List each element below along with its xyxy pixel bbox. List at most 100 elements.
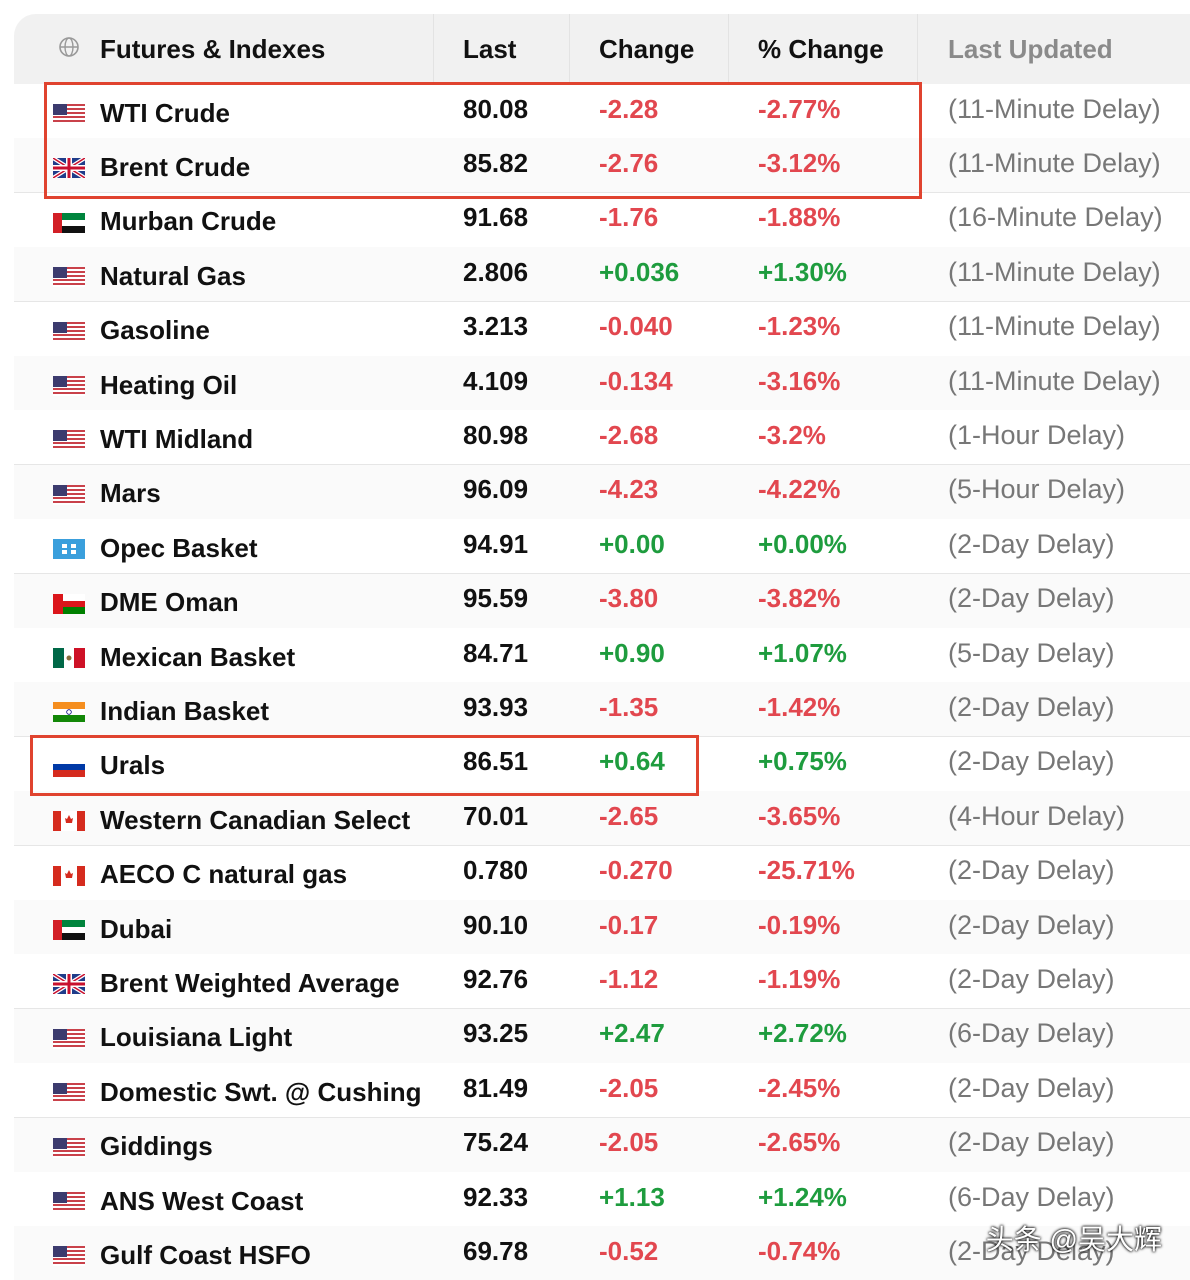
update-delay: (6-Day Delay)	[948, 1181, 1115, 1212]
cell-value: -1.42%	[758, 691, 841, 722]
instrument-name: Heating Oil	[100, 369, 238, 400]
cell-value: 92.76	[463, 963, 529, 994]
update-delay: (11-Minute Delay)	[948, 147, 1161, 178]
instrument-name: Domestic Swt. @ Cushing	[100, 1076, 422, 1107]
cell-value: 69.78	[463, 1235, 529, 1266]
instrument-name: Murban Crude	[100, 206, 277, 237]
flag	[53, 920, 85, 945]
instrument-name: WTI Midland	[100, 423, 254, 454]
update-delay: (2-Day Delay)	[948, 855, 1115, 886]
cell-value: -3.12%	[758, 147, 841, 178]
instrument-name: Dubai	[100, 913, 173, 944]
cell-value: 93.25	[463, 1018, 529, 1049]
update-delay: (5-Day Delay)	[948, 637, 1115, 668]
instrument-name: Gulf Coast HSFO	[100, 1239, 311, 1270]
flag	[53, 484, 85, 510]
cell-value: 85.82	[463, 147, 529, 178]
instrument-name: ANS West Coast	[100, 1185, 304, 1216]
update-delay: (2-Day Delay)	[948, 963, 1115, 994]
cell-value: 94.91	[463, 528, 529, 559]
cell-value: -0.134	[599, 365, 673, 396]
table-row	[14, 1063, 1190, 1119]
cell-value: 75.24	[463, 1127, 529, 1158]
flag	[51, 156, 87, 183]
table-row	[14, 1008, 1190, 1064]
flag	[53, 376, 85, 401]
cell-value: 93.93	[463, 691, 529, 722]
table-row	[14, 410, 1190, 466]
cell-value: +2.47	[599, 1018, 665, 1049]
update-delay: (11-Minute Delay)	[948, 311, 1161, 342]
cell-value: -0.270	[599, 855, 673, 886]
cell-value: +1.30%	[758, 256, 847, 287]
cell-value: +2.72%	[758, 1018, 847, 1049]
table-row	[14, 247, 1190, 303]
flag	[53, 267, 85, 292]
cell-value: 90.10	[463, 909, 529, 940]
cell-value: -3.65%	[758, 800, 841, 831]
cell-value: -1.19%	[758, 963, 841, 994]
instrument-name: Brent Crude	[100, 151, 251, 182]
instrument-name: Giddings	[100, 1131, 213, 1162]
update-delay: (2-Day Delay)	[948, 583, 1115, 614]
instrument-name: Natural Gas	[100, 260, 246, 291]
cell-value: +0.036	[599, 256, 680, 287]
table-row	[14, 1172, 1190, 1227]
cell-value: 80.98	[463, 419, 529, 450]
flag	[53, 104, 85, 129]
cell-value: -0.040	[599, 311, 673, 342]
cell-value: +0.00%	[758, 528, 847, 559]
cell-value: -2.28	[599, 93, 659, 124]
cell-value: +1.07%	[758, 637, 847, 668]
cell-value: 3.213	[463, 311, 529, 342]
instrument-name: AECO C natural gas	[100, 859, 348, 890]
column-header: % Change	[758, 33, 884, 64]
column-header: Change	[599, 33, 695, 64]
cell-value: 91.68	[463, 202, 529, 233]
cell-value: +1.24%	[758, 1181, 847, 1212]
cell-value: 86.51	[463, 746, 529, 777]
instrument-name: Louisiana Light	[100, 1022, 293, 1053]
cell-value: -1.88%	[758, 202, 841, 233]
update-delay: (2-Day Delay)	[948, 1235, 1115, 1266]
flag	[53, 756, 85, 782]
cell-value: -1.23%	[758, 311, 841, 342]
cell-value: -0.19%	[758, 909, 841, 940]
update-delay: (2-Day Delay)	[948, 746, 1115, 777]
flag	[53, 1192, 85, 1217]
instrument-name: Western Canadian Select	[100, 804, 411, 835]
update-delay: (4-Hour Delay)	[948, 800, 1126, 831]
update-delay: (2-Day Delay)	[948, 1127, 1115, 1158]
instrument-name: Urals	[100, 750, 166, 781]
flag	[53, 1083, 85, 1108]
table-row	[14, 791, 1190, 847]
cell-value: 95.59	[463, 583, 529, 614]
update-delay: (2-Day Delay)	[948, 909, 1115, 940]
cell-value: +1.13	[599, 1181, 665, 1212]
cell-value: -2.77%	[758, 93, 841, 124]
instrument-name: Gasoline	[100, 315, 210, 346]
flag	[53, 593, 85, 619]
update-delay: (2-Day Delay)	[948, 691, 1115, 722]
update-delay: (1-Hour Delay)	[948, 419, 1126, 450]
cell-value: -3.2%	[758, 419, 826, 450]
update-delay: (11-Minute Delay)	[948, 256, 1161, 287]
flag	[53, 539, 85, 564]
table-row	[14, 1226, 1190, 1280]
cell-value: -4.23	[599, 474, 659, 505]
flag	[53, 212, 85, 238]
cell-value: -3.80	[599, 583, 659, 614]
cell-value: 70.01	[463, 800, 529, 831]
instrument-name: Indian Basket	[100, 695, 270, 726]
cell-value: 92.33	[463, 1181, 529, 1212]
cell-value: -2.05	[599, 1127, 659, 1158]
cell-value: -25.71%	[758, 855, 855, 886]
flag	[53, 1028, 85, 1054]
update-delay: (16-Minute Delay)	[948, 202, 1163, 233]
flag	[53, 430, 85, 455]
table-row	[14, 84, 1190, 139]
column-header: Last Updated	[948, 33, 1113, 64]
cell-value: +0.00	[599, 528, 665, 559]
cell-value: -2.68	[599, 419, 659, 450]
